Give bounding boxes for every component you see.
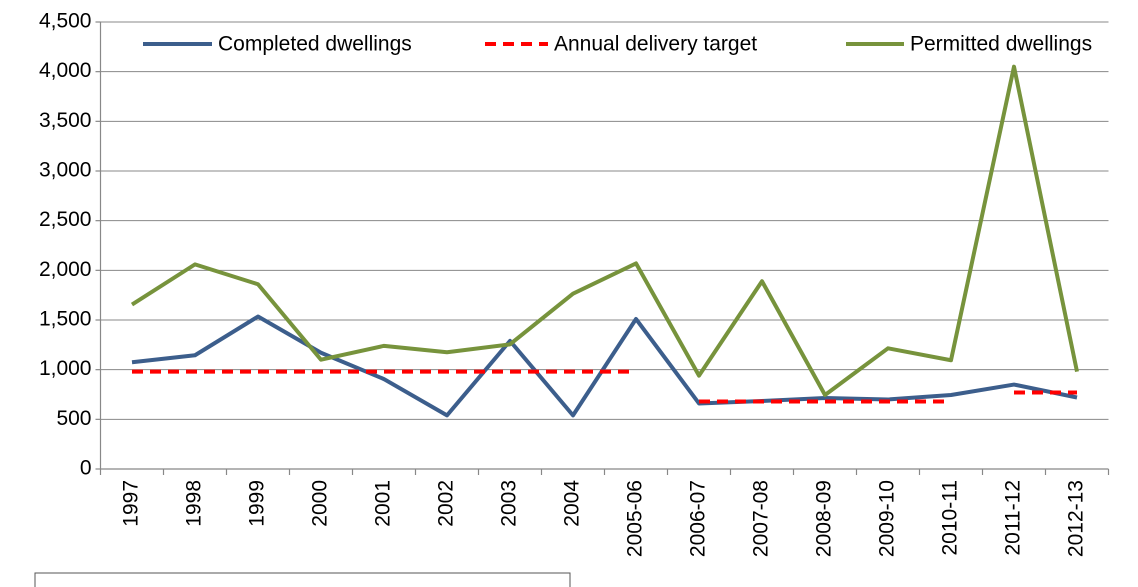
x-tick-label: 2012-13 bbox=[1065, 480, 1088, 557]
x-tick-label: 2010-11 bbox=[939, 480, 962, 556]
x-tick-label: 1998 bbox=[183, 480, 206, 527]
x-tick-label: 2001 bbox=[372, 480, 395, 527]
y-tick-label: 4,500 bbox=[39, 10, 92, 33]
series-line bbox=[130, 64, 1079, 397]
legend-label: Permitted dwellings bbox=[910, 33, 1092, 56]
x-tick-label: 2000 bbox=[309, 480, 332, 527]
x-tick-label: 2006-07 bbox=[687, 480, 710, 557]
x-tick-label: 1999 bbox=[246, 480, 269, 527]
x-tick-label: 2005-06 bbox=[624, 480, 647, 557]
y-tick-label: 4,000 bbox=[39, 59, 92, 82]
y-tick-label: 3,500 bbox=[39, 109, 92, 132]
x-tick-label: 2004 bbox=[561, 480, 584, 527]
y-tick-label: 2,000 bbox=[39, 258, 92, 281]
y-tick-label: 500 bbox=[56, 407, 91, 430]
legend-label: Completed dwellings bbox=[218, 33, 412, 56]
y-tick-label: 2,500 bbox=[39, 208, 92, 231]
x-tick-label: 2007-08 bbox=[750, 480, 773, 557]
x-tick-label: 2009-10 bbox=[876, 480, 899, 557]
series-line bbox=[131, 314, 1078, 418]
legend-label: Annual delivery target bbox=[554, 33, 757, 56]
y-tick-label: 3,000 bbox=[39, 159, 92, 182]
y-tick-label: 0 bbox=[80, 457, 92, 480]
x-tick-label: 1997 bbox=[120, 480, 143, 527]
x-tick-label: 2011-12 bbox=[1002, 480, 1025, 556]
y-tick-label: 1,500 bbox=[39, 308, 92, 331]
x-tick-label: 2008-09 bbox=[813, 480, 836, 557]
x-tick-label: 2002 bbox=[435, 480, 458, 527]
x-tick-label: 2003 bbox=[498, 480, 521, 527]
frame-fragment bbox=[34, 572, 571, 587]
y-tick-label: 1,000 bbox=[39, 357, 92, 380]
